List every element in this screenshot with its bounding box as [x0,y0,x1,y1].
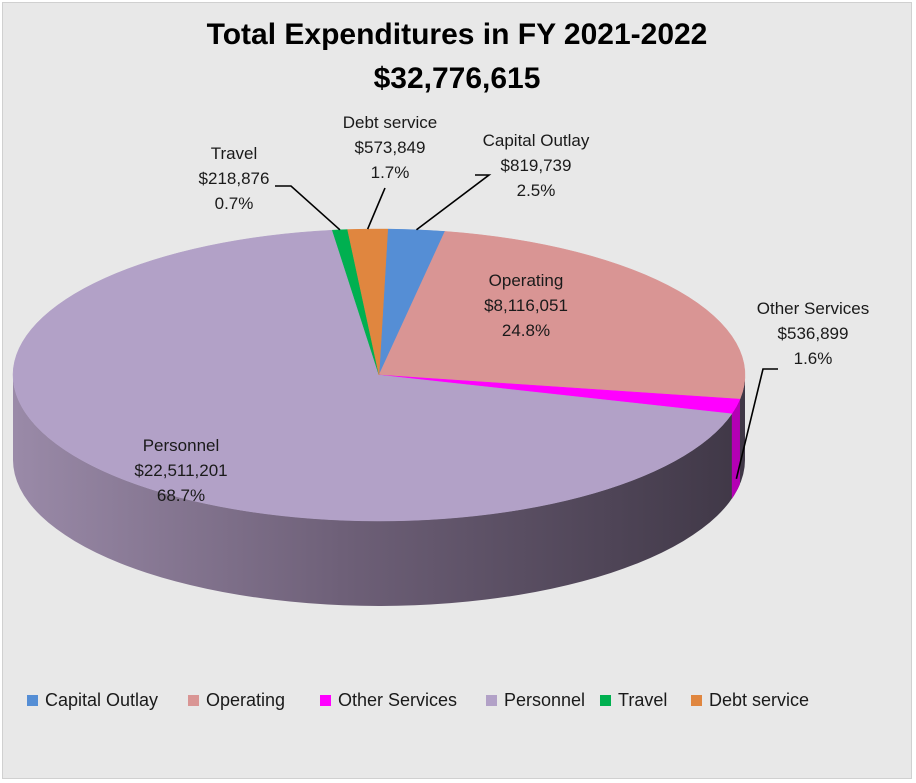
data-label-travel-percent: 0.7% [215,194,254,213]
data-label-operating-value: $8,116,051 [484,296,568,315]
pie-slice-debt-service [347,228,389,376]
data-label-debt-service-percent: 1.7% [371,163,410,182]
leader-lines [275,174,778,479]
data-label-personnel-value: $22,511,201 [134,461,227,480]
data-label-travel-name: Travel [211,144,258,163]
data-label-capital-outlay-percent: 2.5% [517,181,556,200]
data-label-operating-percent: 24.8% [502,321,550,340]
data-label-operating-name: Operating [489,271,564,290]
data-label-capital-outlay-value: $819,739 [501,156,572,175]
legend-label-other-services: Other Services [338,690,457,710]
legend-swatch-capital-outlay [27,695,38,706]
data-label-personnel-percent: 68.7% [157,486,205,505]
chart-subtitle: $32,776,615 [374,62,541,95]
pie-side-surface [13,375,745,606]
data-label-other-services-name: Other Services [757,299,869,318]
pie-slice-operating [378,231,746,400]
leader-line-other-services [735,368,778,479]
pie-side-other-services [731,399,740,499]
data-labels: Capital Outlay $819,739 2.5% Operating $8,11… [134,113,869,505]
data-label-travel-value: $218,876 [199,169,270,188]
legend-label-debt-service: Debt service [709,690,809,710]
legend-swatch-debt-service [691,695,702,706]
legend-swatch-other-services [320,695,331,706]
legend-swatch-personnel [486,695,497,706]
chart-title: Total Expenditures in FY 2021-2022 [207,18,708,51]
data-label-other-services-value: $536,899 [778,324,849,343]
data-label-debt-service-value: $573,849 [355,138,426,157]
legend-swatch-travel [600,695,611,706]
pie-slices [12,228,746,522]
data-label-other-services-percent: 1.6% [794,349,833,368]
data-label-capital-outlay-name: Capital Outlay [483,131,590,150]
data-label-debt-service-name: Debt service [343,113,437,132]
legend-label-capital-outlay: Capital Outlay [45,690,158,710]
leader-line-capital-outlay [415,174,492,231]
leader-line-debt-service [366,187,386,230]
legend: Capital Outlay Operating Other Services Per… [27,690,809,710]
pie-chart: Total Expenditures in FY 2021-2022 $32,7… [12,18,869,710]
legend-label-operating: Operating [206,690,285,710]
leader-line-travel [275,185,341,231]
legend-label-personnel: Personnel [504,690,585,710]
legend-label-travel: Travel [618,690,667,710]
pie-slice-personnel [12,229,733,522]
data-label-personnel-name: Personnel [143,436,220,455]
legend-swatch-operating [188,695,199,706]
